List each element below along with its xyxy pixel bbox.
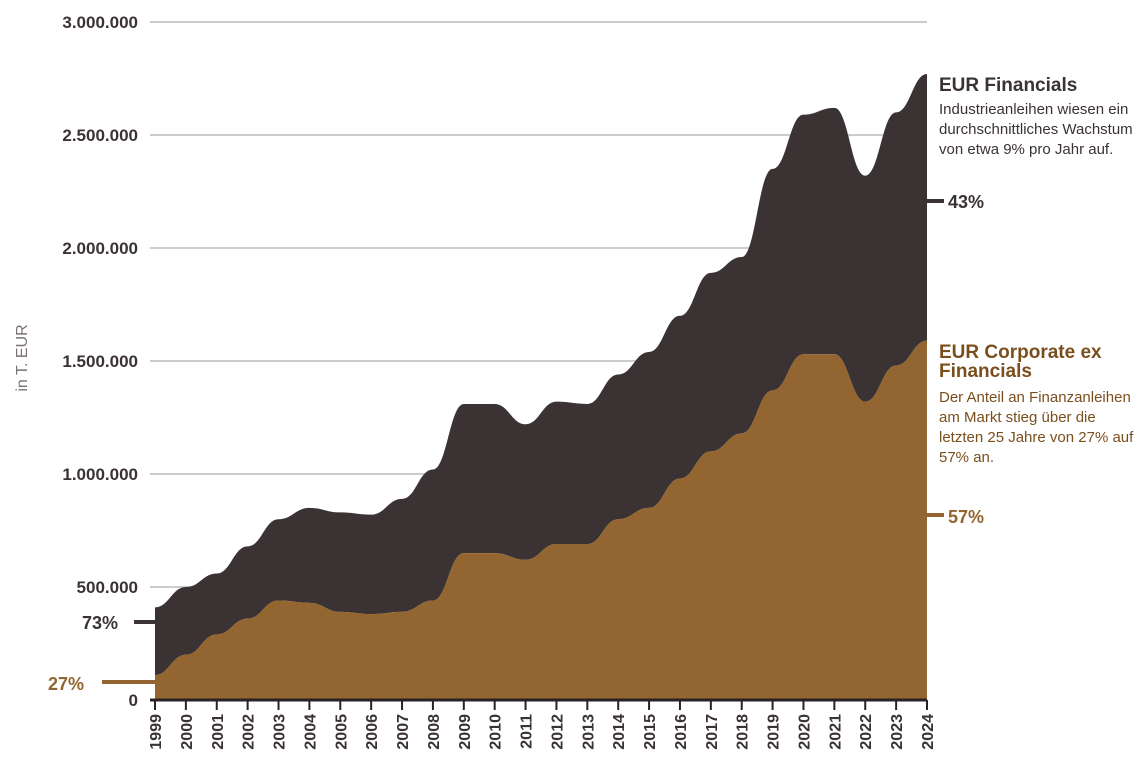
x-tick-label: 2004: [302, 714, 319, 750]
financials-end-tick: [926, 199, 944, 203]
x-tick-label: 2008: [426, 714, 443, 750]
x-tick-label: 2005: [333, 714, 350, 750]
financials-start-pct: 73%: [82, 613, 119, 633]
y-tick-label: 1.000.000: [62, 465, 138, 484]
corporate-end-tick: [926, 513, 944, 517]
financials-description: Industrieanleihen wiesen ein durchschnit…: [939, 101, 1133, 158]
corporate-title: EUR Corporate ex Financials: [939, 342, 1102, 382]
x-tick-label: 2003: [272, 714, 289, 750]
x-tick-label: 2023: [889, 714, 906, 750]
x-tick-label: 2017: [704, 714, 721, 750]
financials-title: EUR Financials: [939, 75, 1078, 96]
axis-layer: 0 500.000 1.000.000 1.500.000 2.000.000 2.500…: [62, 13, 937, 750]
x-tick-label: 2018: [735, 714, 752, 750]
y-tick-label: 2.500.000: [62, 126, 138, 145]
x-tick-label: 2016: [673, 714, 690, 750]
x-tick-label: 2014: [611, 714, 628, 750]
x-tick-label: 2021: [827, 714, 844, 750]
corporate-end-pct: 57%: [948, 507, 985, 527]
y-tick-label: 0: [129, 691, 138, 710]
corporate-start-pct: 27%: [48, 674, 85, 694]
x-tick-label: 2007: [395, 714, 412, 750]
x-tick-label: 2010: [488, 714, 505, 750]
x-tick-label: 2019: [766, 714, 783, 750]
x-tick-label: 1999: [148, 714, 165, 750]
x-tick-label: 2022: [858, 714, 875, 750]
x-tick-label: 2020: [796, 714, 813, 750]
x-tick-label: 2015: [642, 714, 659, 750]
area-layer: [155, 73, 927, 700]
x-tick-label: 2001: [210, 714, 227, 750]
x-tick-label: 2002: [241, 714, 258, 750]
x-tick-label: 2009: [457, 714, 474, 750]
financials-start-tick: [134, 620, 156, 624]
x-tick-label: 2011: [519, 714, 536, 749]
x-tick-label: 2013: [580, 714, 597, 750]
x-tick-label: 2024: [920, 714, 937, 750]
x-tick-label: 2000: [179, 714, 196, 750]
y-tick-label: 1.500.000: [62, 352, 138, 371]
area-eur-corporate-ex-financials: [155, 340, 927, 700]
x-tick-label: 2012: [549, 714, 566, 750]
financials-end-pct: 43%: [948, 192, 985, 212]
y-axis-label: in T. EUR: [14, 324, 31, 391]
corporate-description: Der Anteil an Finanzanleihen am Markt st…: [939, 389, 1134, 466]
y-tick-label: 3.000.000: [62, 13, 138, 32]
y-tick-label: 2.000.000: [62, 239, 138, 258]
corporate-start-tick: [102, 680, 156, 684]
area-eur-financials: [155, 73, 927, 676]
x-tick-label: 2006: [364, 714, 381, 750]
y-tick-label: 500.000: [77, 578, 138, 597]
